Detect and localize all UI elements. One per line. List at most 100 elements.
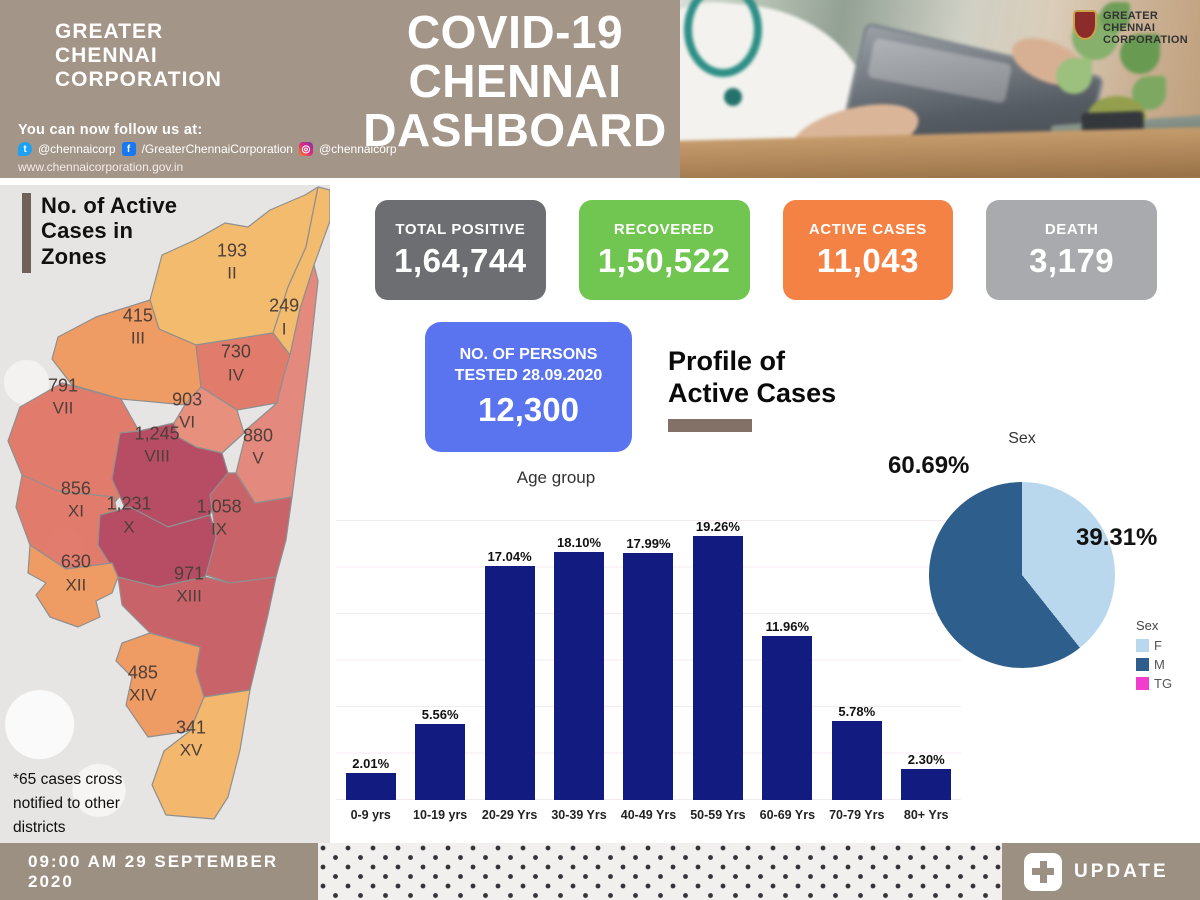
zone-map [7, 186, 330, 820]
legend-swatch [1136, 658, 1149, 671]
stat-value: 1,50,522 [597, 241, 731, 279]
twitter-handle-link[interactable]: @chennaicorp [38, 142, 116, 156]
zone-label-IV: 730 IV [220, 341, 251, 384]
facebook-handle-link[interactable]: /GreaterChennaiCorporation [141, 142, 293, 156]
zone-label-IX: 1,058 IX [196, 496, 242, 539]
pie-graphic [929, 482, 1115, 668]
profile-heading-accent-bar [668, 419, 752, 432]
plant-leaf [1120, 34, 1160, 74]
profile-heading-line2: Active Cases [668, 377, 837, 408]
bar-group: 5.56% 10-19 yrs [405, 498, 474, 822]
stethoscope-disc [724, 88, 742, 106]
org-name-line3: CORPORATION [55, 68, 222, 92]
stat-card-total-positive: TOTAL POSITIVE 1,64,744 [375, 200, 546, 300]
map-title: No. of Active Cases in Zones [41, 193, 177, 273]
medical-plus-icon [1024, 852, 1062, 891]
bar-value-label: 2.30% [907, 751, 945, 767]
bar [623, 553, 674, 800]
zone-label-X: 1,231 X [106, 493, 152, 536]
social-row: t @chennaicorp f /GreaterChennaiCorporat… [18, 142, 397, 156]
pie-legend: Sex F M TG [1136, 618, 1172, 693]
zone-label-XII: 630 XII [60, 551, 91, 594]
legend-swatch [1136, 677, 1149, 690]
pie-slice-label-male: 60.69% [888, 452, 970, 479]
sex-pie-chart: Sex 60.69% 39.31% Sex F M TG [880, 428, 1200, 738]
gcc-logo-text: GREATER CHENNAI CORPORATION [1103, 10, 1188, 46]
zone-map-panel: No. of Active Cases in Zones 193 II 249 I 41… [0, 185, 330, 843]
bar-group: 19.26% 50-59 Yrs [683, 498, 752, 822]
header-photo: GREATER CHENNAI CORPORATION [680, 0, 1200, 178]
map-footnote: *65 cases cross notified to other distri… [13, 768, 122, 840]
bar [554, 551, 605, 800]
legend-title: Sex [1136, 618, 1159, 633]
map-title-block: No. of Active Cases in Zones [22, 193, 177, 273]
age-bar-chart: 2.01% 0-9 yrs 5.56% 10-19 yrs 17.04% 20-29 Yr… [336, 498, 961, 822]
bar-category-label: 60-69 Yrs [759, 808, 816, 822]
gcc-logo-line2: CHENNAI [1103, 22, 1156, 35]
bar-group: 2.01% 0-9 yrs [336, 498, 405, 822]
bar-group: 5.78% 70-79 Yrs [822, 498, 891, 822]
zone-label-I: 249 I [269, 295, 300, 338]
stat-value: 3,179 [1029, 241, 1115, 279]
bar-category-label: 50-59 Yrs [690, 808, 746, 822]
update-button-label: UPDATE [1074, 860, 1169, 882]
bar-category-label: 10-19 yrs [413, 808, 468, 822]
bar-group: 17.99% 40-49 Yrs [614, 498, 683, 822]
bar-value-label: 19.26% [695, 519, 740, 534]
social-follow-block: You can now follow us at: t @chennaicorp… [18, 122, 397, 174]
stat-card-death: DEATH 3,179 [986, 200, 1157, 300]
stat-label: DEATH [1044, 220, 1099, 238]
zone-label-V: 880 V [243, 425, 274, 468]
instagram-handle-link[interactable]: @chennaicorp [318, 142, 397, 156]
zone-label-VII: 791 VII [47, 375, 79, 418]
stat-card-recovered: RECOVERED 1,50,522 [578, 200, 750, 300]
update-button[interactable]: UPDATE [1002, 843, 1200, 900]
bar-category-label: 80+ Yrs [903, 808, 949, 822]
zone-shape-XV [151, 689, 251, 820]
profile-heading: Profile of Active Cases [668, 346, 836, 410]
bar [692, 536, 743, 800]
tablet-screen [867, 37, 1013, 104]
bar [762, 636, 813, 800]
legend-item-M: M [1136, 655, 1172, 674]
zone-label-XV: 341 XV [176, 717, 207, 760]
map-footnote-line1: *65 cases cross [13, 771, 123, 788]
zone-label-XIII: 971 XIII [174, 563, 205, 606]
bar-category-label: 0-9 yrs [350, 808, 391, 822]
map-title-accent-bar [22, 193, 31, 273]
org-name-line1: GREATER [55, 20, 164, 43]
header-banner: GREATER CHENNAI CORPORATION You can now … [0, 0, 1200, 178]
org-name-line2: CHENNAI [55, 44, 158, 68]
website-link[interactable]: www.chennaicorporation.gov.in [18, 160, 184, 174]
bar-category-label: 30-39 Yrs [551, 808, 607, 822]
stat-card-active-cases: ACTIVE CASES 11,043 [782, 200, 954, 300]
bar-category-label: 40-49 Yrs [620, 808, 677, 822]
bar-category-label: 20-29 Yrs [481, 808, 538, 822]
bar-value-label: 11.96% [765, 619, 810, 635]
legend-items: F M TG [1136, 636, 1172, 693]
tested-value: 12,300 [478, 390, 579, 428]
legend-item-TG: TG [1136, 674, 1172, 693]
zone-label-III: 415 III [122, 305, 153, 348]
gcc-logo-line3: CORPORATION [1103, 34, 1188, 47]
legend-swatch [1136, 639, 1149, 652]
plant-leaf [1056, 58, 1092, 94]
bar-value-label: 18.10% [556, 534, 602, 550]
pie-slice-label-female: 39.31% [1076, 524, 1158, 551]
map-footnote-line3: districts [13, 819, 66, 837]
bar-category-label: 70-79 Yrs [829, 808, 885, 822]
page-title-line2: CHENNAI [408, 55, 622, 108]
bar [415, 723, 466, 800]
legend-label: F [1154, 638, 1162, 653]
bar [831, 720, 882, 800]
map-title-line1: No. of Active [41, 193, 178, 218]
tested-label-line2: TESTED 28.09.2020 [454, 367, 603, 384]
org-name: GREATER CHENNAI CORPORATION [55, 20, 222, 92]
legend-label: TG [1154, 676, 1173, 691]
bar-group: 18.10% 30-39 Yrs [544, 498, 613, 822]
page-title-line3: DASHBOARD [363, 104, 667, 157]
map-footnote-line2: notified to other [13, 795, 120, 813]
instagram-icon: ◎ [298, 142, 313, 156]
stat-value: 11,043 [816, 241, 919, 279]
